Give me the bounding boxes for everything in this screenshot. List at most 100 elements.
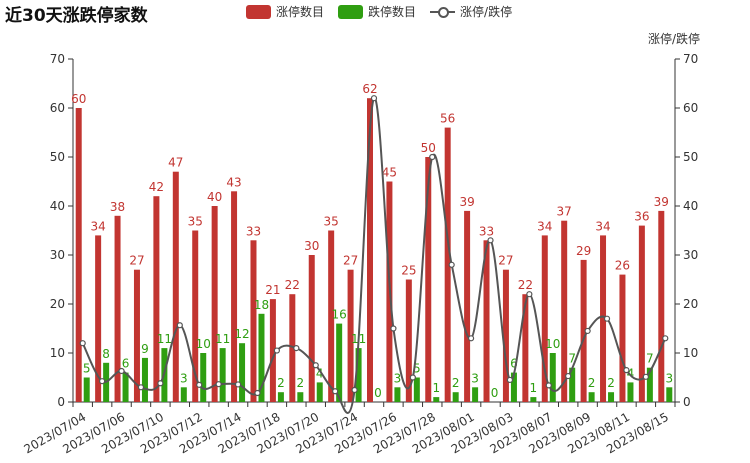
bar-limit-up	[289, 294, 296, 402]
ratio-point	[118, 367, 125, 375]
bar-label-limit-down: 2	[607, 376, 615, 390]
bar-limit-up	[444, 127, 451, 402]
bar-limit-down	[433, 397, 440, 402]
bar-label-limit-up: 50	[421, 141, 436, 155]
y-tick-label-right: 0	[683, 395, 691, 409]
bar-label-limit-down: 9	[141, 342, 149, 356]
bar-label-limit-up: 27	[498, 254, 513, 268]
ratio-point	[584, 327, 591, 335]
bar-limit-up	[133, 269, 140, 402]
bar-label-limit-up: 38	[110, 200, 125, 214]
bar-label-limit-up: 30	[304, 239, 319, 253]
bar-limit-down	[530, 397, 537, 402]
bar-limit-up	[250, 240, 257, 402]
bar-limit-up	[211, 206, 218, 402]
bar-label-limit-up: 56	[440, 112, 455, 126]
bar-label-limit-up: 39	[459, 195, 474, 209]
bar-limit-up	[95, 235, 102, 402]
bar-label-limit-down: 4	[316, 366, 324, 380]
bar-label-limit-up: 22	[285, 278, 300, 292]
bar-label-limit-down: 8	[102, 347, 110, 361]
bar-limit-down	[336, 323, 343, 402]
bar-limit-down	[200, 353, 207, 402]
bar-label-limit-down: 5	[83, 362, 91, 376]
legend-swatch-limit-up	[246, 4, 271, 19]
bar-limit-down	[549, 353, 556, 402]
bar-label-limit-up: 29	[576, 244, 591, 258]
legend-item-ratio[interactable]: 涨停/跌停	[430, 3, 512, 20]
bar-label-limit-down: 3	[471, 371, 479, 385]
bar-label-limit-down: 1	[530, 381, 538, 395]
ratio-point	[332, 388, 339, 395]
ratio-point	[487, 237, 494, 244]
bar-label-limit-up: 47	[168, 156, 183, 170]
bar-limit-down	[394, 387, 401, 402]
bar-label-limit-down: 3	[394, 371, 402, 385]
bar-limit-up	[425, 157, 432, 402]
y-tick-label-left: 60	[50, 101, 65, 115]
bar-limit-up	[638, 225, 645, 402]
ratio-point	[312, 362, 319, 369]
legend-item-limit-up[interactable]: 涨停数目	[246, 3, 324, 20]
bar-label-limit-up: 45	[382, 166, 397, 180]
bar-label-limit-down: 2	[452, 376, 460, 390]
bar-limit-up	[658, 210, 665, 402]
ratio-point	[99, 378, 106, 385]
bar-label-limit-down: 2	[588, 376, 596, 390]
ratio-point	[526, 291, 533, 298]
right-axis-name: 涨停/跌停	[648, 32, 701, 46]
bar-limit-down	[122, 372, 129, 402]
ratio-point	[429, 153, 436, 161]
ratio-point	[157, 380, 164, 387]
bar-label-limit-down: 2	[277, 376, 285, 390]
y-tick-label-left: 40	[50, 199, 65, 213]
y-tick-label-left: 20	[50, 297, 65, 311]
bar-limit-down	[627, 382, 634, 402]
ratio-point	[137, 384, 145, 391]
bar-limit-down	[355, 348, 362, 402]
bar-label-limit-down: 0	[491, 386, 499, 400]
bar-label-limit-up: 33	[479, 224, 494, 238]
y-tick-label-right: 10	[683, 346, 698, 360]
bar-limit-up	[464, 210, 471, 402]
ratio-point	[176, 322, 183, 329]
y-tick-label-left: 70	[50, 52, 65, 66]
bar-label-limit-down: 12	[234, 327, 249, 341]
bar-label-limit-down: 3	[180, 371, 188, 385]
chart-title: 近30天涨跌停家数	[5, 6, 148, 26]
bar-limit-up	[347, 269, 354, 402]
ratio-point	[506, 376, 514, 384]
y-tick-label-right: 20	[683, 297, 698, 311]
bar-limit-down	[316, 382, 323, 402]
bar-limit-down	[452, 392, 459, 402]
bar-limit-down	[239, 343, 246, 402]
bar-label-limit-up: 21	[265, 283, 280, 297]
bar-label-limit-down: 1	[432, 381, 440, 395]
ratio-point	[370, 95, 378, 102]
bar-label-limit-up: 36	[634, 210, 649, 224]
bar-limit-up	[231, 191, 238, 402]
bar-limit-up	[561, 220, 568, 402]
bar-limit-down	[297, 392, 304, 402]
bar-limit-down	[141, 357, 148, 402]
legend-swatch-limit-down	[338, 4, 364, 19]
bar-label-limit-down: 0	[374, 386, 382, 400]
bar-label-limit-up: 35	[324, 215, 339, 229]
ratio-point	[351, 386, 358, 394]
y-tick-label-right: 40	[683, 199, 698, 213]
bar-label-limit-up: 60	[71, 92, 86, 106]
ratio-point	[545, 382, 552, 389]
bar-label-limit-up: 40	[207, 190, 222, 204]
bar-limit-down	[646, 367, 653, 402]
ratio-point	[196, 381, 203, 388]
bar-label-limit-down: 6	[510, 357, 518, 371]
ratio-point	[448, 261, 455, 268]
bar-label-limit-down: 11	[157, 332, 172, 346]
legend-item-limit-down[interactable]: 跌停数目	[338, 3, 416, 20]
bar-label-limit-down: 6	[122, 357, 130, 371]
bar-label-limit-up: 26	[615, 259, 630, 273]
bar-limit-up	[502, 269, 509, 402]
bar-limit-down	[569, 367, 576, 402]
bar-label-limit-down: 16	[332, 308, 347, 322]
